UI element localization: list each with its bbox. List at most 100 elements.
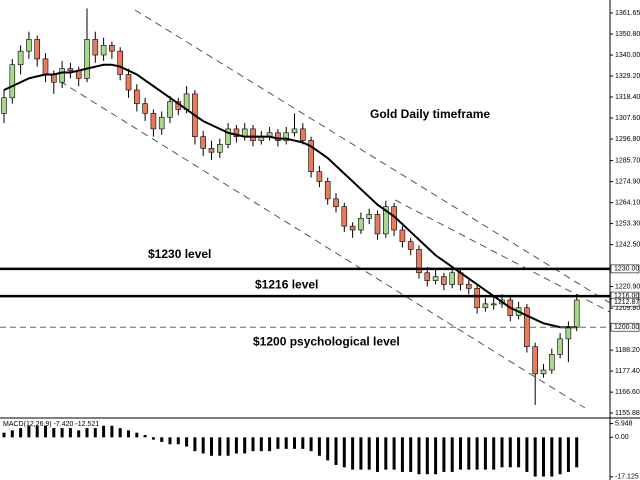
candle-body <box>26 39 32 52</box>
macd-bar <box>201 437 205 454</box>
price-tag-label: 1200.00 <box>614 324 639 331</box>
macd-bar <box>342 437 346 468</box>
candle-body <box>250 128 256 141</box>
macd-bar <box>143 435 147 438</box>
y-tick-label: 1340.00 <box>615 52 640 59</box>
macd-bar <box>93 428 97 438</box>
macd-bar <box>459 437 462 470</box>
macd-bar <box>60 428 64 438</box>
macd-bar <box>301 437 305 449</box>
candle-body <box>34 39 41 60</box>
price-tag-label: 1216.00 <box>614 293 639 300</box>
candle-body <box>42 58 49 75</box>
channel-lower <box>49 74 586 409</box>
macd-bar <box>467 437 471 470</box>
macd-bar <box>127 430 130 438</box>
candle-body <box>432 276 439 281</box>
y-tick-label: 1285.70 <box>615 157 640 164</box>
candle-body <box>474 288 480 309</box>
candle-body <box>548 354 555 371</box>
candle-body <box>109 44 115 52</box>
macd-bar <box>434 437 438 475</box>
candle-body <box>324 181 331 200</box>
macd-bar <box>517 437 521 468</box>
macd-bar <box>525 437 529 472</box>
macd-bar <box>500 437 504 468</box>
price-tag <box>610 322 640 332</box>
macd-bar <box>550 437 554 477</box>
macd-bar <box>68 428 72 438</box>
channel-upper <box>134 9 611 304</box>
candle-body <box>573 299 580 328</box>
candle-body <box>482 303 489 309</box>
macd-bar <box>492 437 496 470</box>
macd-bar <box>542 437 545 477</box>
macd-bar <box>475 437 479 470</box>
macd-bar <box>351 437 355 470</box>
macd-bar <box>566 437 570 472</box>
candle-body <box>358 218 364 231</box>
macd-label: MACD(12,26,9) -7.420 -12.521 <box>3 421 99 428</box>
macd-bar <box>210 437 213 456</box>
candle-body <box>9 64 16 99</box>
candle-body <box>407 241 414 250</box>
y-tick-label: 1166.60 <box>615 389 640 396</box>
macd-bar <box>118 428 122 438</box>
macd-bar <box>376 437 379 472</box>
candle-body <box>341 206 348 227</box>
level-label: $1216 level <box>255 277 318 291</box>
y-tick-label: 1242.50 <box>615 241 640 248</box>
candle-body <box>532 346 539 375</box>
macd-tick-label: 5.948 <box>615 420 633 427</box>
candle-body <box>465 284 472 289</box>
candle-body <box>167 101 173 118</box>
candle-body <box>382 206 389 235</box>
macd-bar <box>400 437 404 472</box>
macd-bar <box>251 437 255 452</box>
candle-body <box>125 74 132 91</box>
candle-body <box>1 97 7 114</box>
macd-bar <box>176 437 180 445</box>
macd-bar <box>450 437 454 472</box>
macd-bar <box>35 425 39 438</box>
candle-body <box>557 338 563 355</box>
candle-body <box>565 326 572 340</box>
macd-bar <box>19 428 23 438</box>
macd-bar <box>102 425 106 438</box>
macd-bar <box>234 437 238 454</box>
macd-bar <box>409 437 413 472</box>
y-tick-label: 1350.80 <box>615 31 640 38</box>
y-tick-label: 1220.90 <box>615 283 640 290</box>
candle-body <box>17 50 24 66</box>
candle-body <box>291 128 298 134</box>
candle-body <box>50 74 57 83</box>
macd-bar <box>110 425 114 438</box>
macd-bar <box>151 437 155 440</box>
macd-bar <box>508 437 512 468</box>
candle-body <box>150 113 157 130</box>
macd-bar <box>2 432 6 438</box>
macd-bar <box>243 437 247 454</box>
channel-inner <box>394 199 611 313</box>
y-tick-label: 1188.20 <box>615 347 640 354</box>
macd-bar <box>575 437 579 468</box>
y-tick-label: 1307.60 <box>615 115 640 122</box>
y-tick-label: 1274.90 <box>615 178 640 185</box>
macd-bar <box>317 437 321 456</box>
candle-body <box>283 132 290 141</box>
macd-bar <box>384 437 388 470</box>
y-tick-label: 1296.80 <box>615 136 640 143</box>
candle-body <box>92 39 99 56</box>
candle-body <box>208 148 215 153</box>
candle-body <box>449 272 456 285</box>
candle-body <box>416 249 422 274</box>
macd-bar <box>558 437 562 475</box>
y-tick-label: 1264.10 <box>615 199 640 206</box>
macd-bar <box>276 437 280 449</box>
y-tick-label: 1177.40 <box>615 368 640 375</box>
macd-bar <box>193 437 197 452</box>
macd-bar <box>334 437 338 465</box>
macd-tick-label: -17.125 <box>615 474 639 480</box>
macd-bar <box>218 437 222 456</box>
